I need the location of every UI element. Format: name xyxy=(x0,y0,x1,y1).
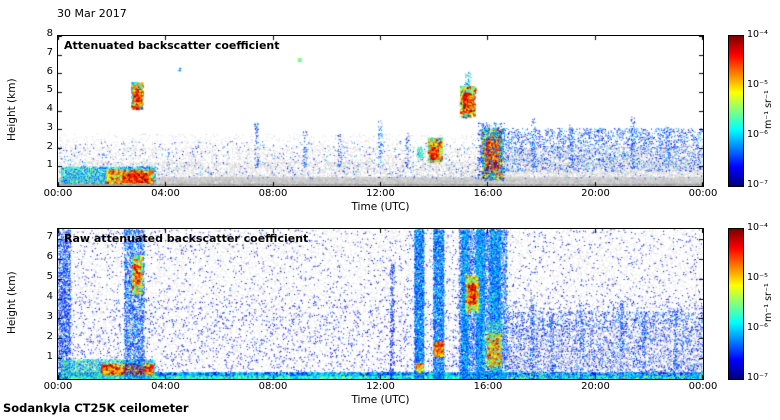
y-tick-label: 6 xyxy=(46,251,53,262)
colorbar-ticks: 10⁻⁴ 10⁻⁵ 10⁻⁶ 10⁻⁷ xyxy=(747,222,773,383)
colorbar-tick-label: 10⁻⁴ xyxy=(747,222,768,233)
colorbar-unit-label: m⁻¹ sr⁻¹ xyxy=(763,90,774,130)
x-tick-label: 12:00 xyxy=(366,188,395,199)
y-axis-label: Height (km) xyxy=(6,271,18,335)
heatmap-plot xyxy=(57,35,704,187)
colorbar-ticks: 10⁻⁴ 10⁻⁵ 10⁻⁶ 10⁻⁷ xyxy=(747,29,773,190)
x-tick-label: 20:00 xyxy=(581,188,610,199)
plot-title: Attenuated backscatter coefficient xyxy=(64,39,280,52)
y-axis-ticks: 1 2 3 4 5 6 7 8 xyxy=(36,28,53,185)
x-axis-ticks: 00:00 04:00 08:00 12:00 16:00 20:00 00:00 xyxy=(44,188,718,200)
y-tick-label: 3 xyxy=(46,311,53,322)
y-tick-label: 2 xyxy=(46,331,53,342)
y-axis-ticks: 1 2 3 4 5 6 7 xyxy=(36,228,53,378)
x-tick-label: 20:00 xyxy=(581,381,610,392)
x-tick-label: 08:00 xyxy=(258,188,288,199)
y-tick-label: 3 xyxy=(46,121,53,133)
colorbar-tick-label: 10⁻⁵ xyxy=(747,78,768,90)
colorbar-tick-label: 10⁻⁶ xyxy=(747,322,768,333)
y-tick-label: 5 xyxy=(46,84,53,96)
date-label: 30 Mar 2017 xyxy=(57,7,127,20)
x-tick-label: 00:00 xyxy=(43,381,73,392)
y-axis-label: Height (km) xyxy=(6,78,18,142)
y-tick-label: 1 xyxy=(46,159,53,171)
colorbar xyxy=(728,228,744,380)
x-tick-label: 16:00 xyxy=(473,381,503,392)
x-tick-label: 04:00 xyxy=(151,381,180,392)
y-tick-label: 1 xyxy=(46,351,53,362)
x-tick-label: 04:00 xyxy=(151,188,180,199)
y-tick-label: 7 xyxy=(46,231,53,242)
y-tick-label: 2 xyxy=(46,140,53,152)
plot-title: Raw attenuated backscatter coefficient xyxy=(64,232,309,245)
y-tick-label: 4 xyxy=(46,103,53,114)
colorbar-tick-label: 10⁻⁷ xyxy=(747,372,768,383)
x-tick-label: 08:00 xyxy=(258,381,288,392)
x-tick-label: 12:00 xyxy=(366,381,395,392)
y-tick-label: 6 xyxy=(46,65,53,77)
x-axis-ticks: 00:00 04:00 08:00 12:00 16:00 20:00 00:00 xyxy=(44,381,718,393)
colorbar-unit-label: m⁻¹ sr⁻¹ xyxy=(763,283,774,323)
x-axis-label: Time (UTC) xyxy=(351,394,410,406)
colorbar-tick-label: 10⁻⁵ xyxy=(747,271,768,283)
instrument-label: Sodankyla CT25K ceilometer xyxy=(3,401,189,415)
panel-raw-attenuated-backscatter: Height (km) 1 2 3 4 5 6 7 Raw attenuated backs… xyxy=(0,222,780,406)
colorbar xyxy=(728,35,744,187)
y-tick-label: 5 xyxy=(46,271,53,282)
y-tick-label: 8 xyxy=(46,28,53,39)
colorbar-tick-label: 10⁻⁴ xyxy=(747,29,768,40)
heatmap-plot xyxy=(57,228,704,380)
x-tick-label: 16:00 xyxy=(473,188,503,199)
colorbar-tick-label: 10⁻⁶ xyxy=(747,129,768,140)
x-tick-label: 00:00 xyxy=(43,188,73,199)
y-tick-label: 4 xyxy=(46,291,53,302)
y-tick-label: 7 xyxy=(46,46,53,58)
x-tick-label: 00:00 xyxy=(688,381,718,392)
panel-attenuated-backscatter: Height (km) 1 2 3 4 5 6 7 8 Attenuated backscat… xyxy=(0,28,780,213)
x-tick-label: 00:00 xyxy=(688,188,718,199)
x-axis-label: Time (UTC) xyxy=(351,201,410,213)
colorbar-tick-label: 10⁻⁷ xyxy=(747,179,768,190)
